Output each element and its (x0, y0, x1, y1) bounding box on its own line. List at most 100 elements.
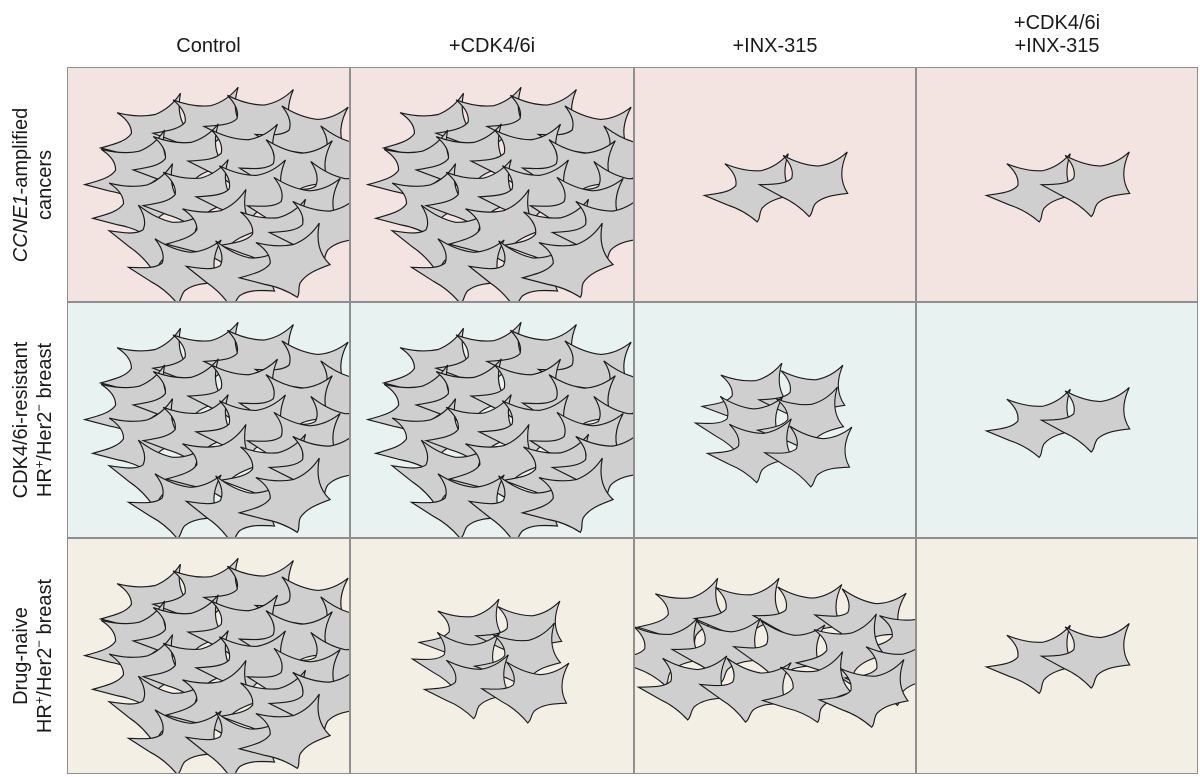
cancer-cell-shape (762, 425, 853, 488)
cancer-cell-shape (140, 159, 236, 232)
label-text: /Her2 (34, 411, 56, 461)
label-text: -amplified (10, 107, 32, 194)
cancer-cell-shape (757, 151, 849, 218)
superscript: − (31, 404, 47, 412)
cancer-cell-shape (760, 651, 853, 724)
row-header-line: CCNE1-amplified (9, 107, 33, 262)
cancer-cell-shape (373, 163, 468, 239)
label-text: breast (34, 578, 56, 641)
cancer-cell-shape (702, 153, 795, 223)
column-header-line: +INX-315 (1014, 35, 1100, 57)
cancer-cell-shape (984, 624, 1077, 695)
cancer-cell-shape (817, 659, 910, 729)
label-text: CDK4/6i-resistant (10, 341, 32, 499)
cell-cluster (984, 387, 1131, 459)
column-header-line: +CDK4/6i (1013, 12, 1101, 34)
superscript: + (31, 696, 47, 705)
row-header-cdk46i-resistant: CDK4/6i-resistant HR+/Her2− breast (0, 302, 66, 538)
cell-cluster (365, 321, 633, 537)
row-header-line: Drug-naive (9, 579, 33, 733)
column-header-combination: +CDK4/6i +INX-315 (916, 0, 1198, 66)
cell-resistant-combination (916, 302, 1198, 538)
cancer-cell-shape (140, 630, 236, 703)
cancer-cell-shape (520, 457, 615, 534)
cell-cluster (82, 321, 349, 537)
cancer-cell-shape (237, 457, 332, 534)
superscript: + (31, 460, 47, 469)
label-text: HR (34, 704, 56, 734)
cancer-cell-shape (731, 620, 826, 686)
label-text: /Her2 (34, 647, 56, 697)
column-header-line: Control (176, 35, 241, 57)
label-text: HR (34, 468, 56, 498)
cancer-cell-shape (414, 358, 509, 432)
row-header-line: cancers (33, 107, 57, 262)
cancer-cell-shape (705, 418, 795, 484)
cell-cluster (82, 557, 349, 773)
cancer-cell-shape (1039, 387, 1131, 453)
cancer-cell-shape (410, 631, 500, 694)
cancer-cell-shape (422, 654, 512, 720)
cancer-cell-shape (237, 693, 332, 770)
cell-cluster (984, 151, 1131, 223)
cell-cluster (365, 86, 633, 301)
row-header-line: HR+/Her2− breast (31, 578, 57, 734)
cancer-cell-shape (373, 398, 468, 474)
cancer-cell-shape (131, 358, 226, 432)
cell-cluster (693, 362, 853, 488)
cancer-cell-shape (126, 709, 222, 773)
cell-cluster (984, 623, 1131, 695)
label-text: breast (34, 342, 56, 405)
cancer-cell-shape (126, 238, 222, 301)
label-text: Drug-naive (10, 607, 32, 705)
column-header-cdk46i: +CDK4/6i (350, 0, 634, 66)
cancer-cell-shape (131, 594, 226, 668)
cell-naive-cdk46i (350, 538, 634, 774)
cell-ccne1-cdk46i (350, 67, 634, 302)
cell-naive-inx315 (634, 538, 916, 774)
row-header-line: CDK4/6i-resistant (9, 342, 33, 499)
column-header-line: +CDK4/6i (448, 35, 536, 57)
cancer-cell-shape (423, 394, 519, 467)
cancer-cell-shape (237, 222, 332, 299)
label-text: cancers (34, 149, 56, 220)
cell-resistant-control (67, 302, 350, 538)
cancer-cell-shape (1039, 623, 1131, 689)
cell-cluster (82, 86, 349, 301)
cancer-cell-shape (423, 159, 519, 232)
cancer-cell-shape (414, 123, 509, 197)
cell-ccne1-inx315 (634, 67, 916, 302)
column-header-line: +INX-315 (732, 35, 818, 57)
cancer-cell-shape (1039, 151, 1131, 218)
cell-resistant-cdk46i (350, 302, 634, 538)
column-header-control: Control (67, 0, 350, 66)
cell-ccne1-control (67, 67, 350, 302)
cell-cluster (702, 151, 849, 223)
cancer-cell-shape (984, 153, 1077, 223)
cancer-cell-shape (131, 123, 226, 197)
row-header-drug-naive: Drug-naive HR+/Her2− breast (0, 538, 66, 774)
row-header-ccne1-amplified: CCNE1-amplified cancers (0, 67, 66, 302)
cancer-cell-shape (90, 398, 185, 474)
column-header-inx315: +INX-315 (634, 0, 916, 66)
cancer-cell-shape (90, 634, 185, 710)
gene-name: CCNE1 (10, 193, 32, 262)
cancer-cell-shape (697, 657, 792, 723)
cell-cluster (635, 577, 915, 729)
cancer-cell-shape (126, 473, 222, 537)
cancer-cell-shape (409, 473, 505, 537)
cancer-cell-shape (479, 661, 570, 724)
cancer-cell-shape (984, 388, 1077, 459)
cancer-cell-shape (635, 617, 703, 687)
cell-resistant-inx315 (634, 302, 916, 538)
cancer-cell-shape (520, 222, 615, 299)
cell-cluster (410, 598, 570, 724)
cancer-cell-shape (409, 238, 505, 301)
cell-naive-combination (916, 538, 1198, 774)
cancer-cell-shape (636, 655, 728, 721)
cell-naive-control (67, 538, 350, 774)
row-header-line: HR+/Her2− breast (31, 342, 57, 499)
cell-ccne1-combination (916, 67, 1198, 302)
cancer-cell-shape (140, 394, 236, 467)
